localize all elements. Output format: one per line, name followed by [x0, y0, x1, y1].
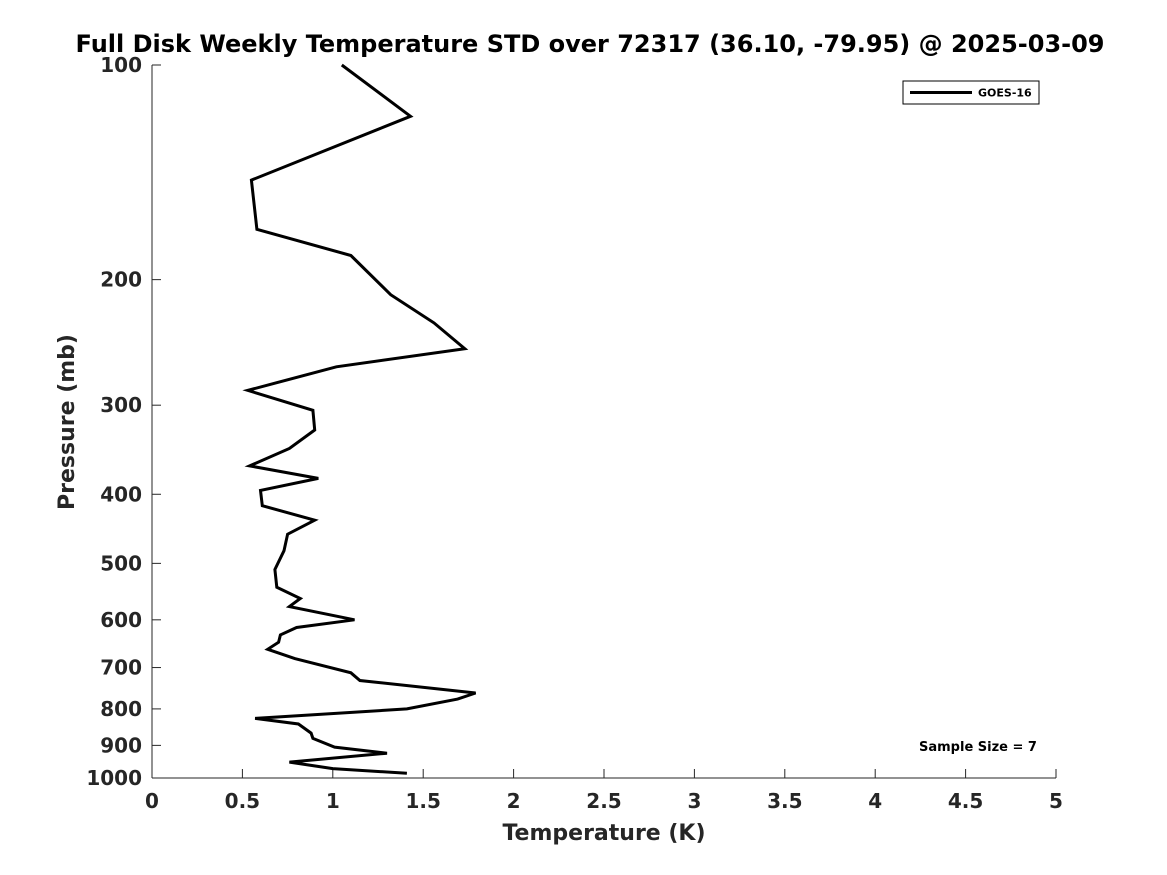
- y-tick-label: 500: [100, 551, 142, 575]
- x-tick-label: 3: [687, 789, 701, 813]
- x-tick-label: 3.5: [767, 789, 802, 813]
- series-layer: [242, 63, 477, 775]
- legend: GOES-16: [902, 80, 1040, 105]
- y-tick-label: 900: [100, 733, 142, 757]
- x-tick-label: 2: [507, 789, 521, 813]
- x-tick-label: 2.5: [586, 789, 621, 813]
- y-tick-label: 700: [100, 656, 142, 680]
- y-tick-label: 1000: [86, 766, 142, 790]
- x-tick-label: 1.5: [405, 789, 440, 813]
- y-tick-label: 600: [100, 608, 142, 632]
- y-tick-label: 200: [100, 268, 142, 292]
- y-tick-label: 400: [100, 482, 142, 506]
- y-tick-label: 100: [100, 53, 142, 77]
- x-tick-label: 5: [1049, 789, 1063, 813]
- y-ticks: 100 200 300 400 500 600 700 800 900 1000: [86, 53, 161, 790]
- y-tick-label: 300: [100, 393, 142, 417]
- x-ticks: 0 0.5 1 1.5 2 2.5 3 3.5 4 4.5 5: [145, 769, 1063, 813]
- plot-area: 0 0.5 1 1.5 2 2.5 3 3.5 4 4.5 5 100 200 300 400 500 600…: [86, 53, 1063, 813]
- legend-label: GOES-16: [978, 87, 1032, 100]
- x-tick-label: 0.5: [225, 789, 260, 813]
- y-axis-label: Pressure (mb): [55, 334, 80, 510]
- x-tick-label: 0: [145, 789, 159, 813]
- x-tick-label: 4.5: [948, 789, 983, 813]
- series-line-goes-16: [242, 63, 477, 775]
- y-tick-label: 800: [100, 697, 142, 721]
- chart-title: Full Disk Weekly Temperature STD over 72…: [76, 30, 1105, 58]
- x-tick-label: 1: [326, 789, 340, 813]
- x-tick-label: 4: [868, 789, 882, 813]
- sample-size-annotation: Sample Size = 7: [919, 740, 1037, 755]
- x-axis-label: Temperature (K): [502, 821, 705, 846]
